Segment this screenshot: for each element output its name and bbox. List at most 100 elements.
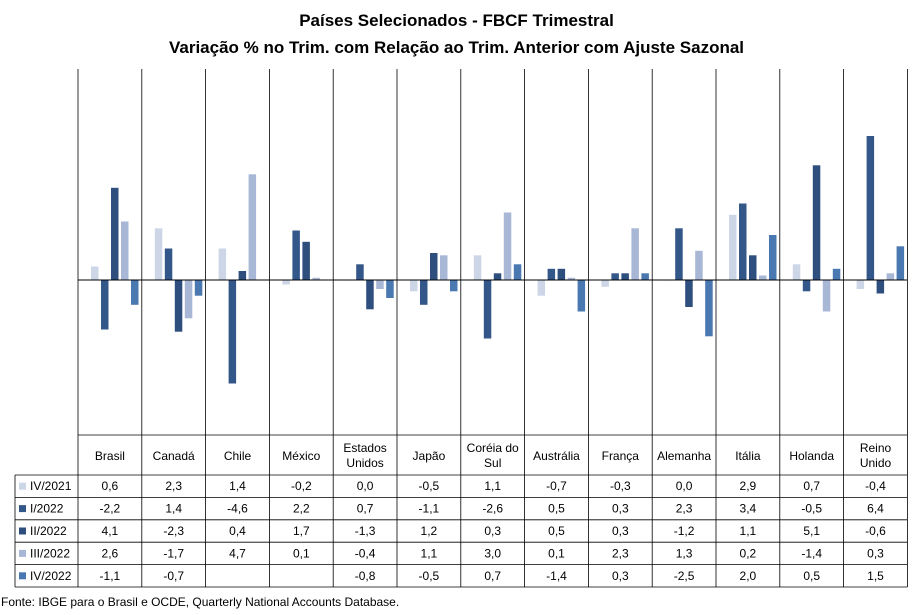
bar-japao-ii-2022 — [430, 253, 438, 280]
category-label-reino-unido: Unido — [860, 456, 892, 470]
data-label-holanda-iii-2022: -1,4 — [801, 546, 822, 560]
bar-canada-i-2022 — [164, 248, 173, 280]
bar-holanda-iii-2022 — [822, 280, 831, 312]
data-label-reino-unido-iv-2021: -0,4 — [865, 479, 886, 493]
category-label-alemanha: Alemanha — [657, 449, 711, 463]
bar-coreia-do-sul-iv-2021 — [473, 255, 482, 281]
data-label-reino-unido-i-2022: 6,4 — [867, 502, 884, 516]
category-label-australia: Austrália — [533, 449, 580, 463]
data-label-australia-iv-2021: -0,7 — [546, 479, 567, 493]
data-label-holanda-iv-2021: 0,7 — [803, 479, 820, 493]
bar-brasil-iv-2022 — [131, 280, 139, 305]
data-label-japao-iv-2022: -0,5 — [419, 569, 440, 583]
bar-estados-unidos-i-2022 — [356, 264, 364, 280]
category-label-franca: França — [602, 449, 640, 463]
category-label-estados-unidos: Unidos — [346, 456, 383, 470]
legend-key-ii-2022 — [19, 527, 26, 535]
data-label-franca-ii-2022: 0,3 — [612, 524, 629, 538]
bar-franca-iv-2021 — [601, 280, 609, 287]
data-label-alemanha-i-2022: 2,3 — [676, 502, 693, 516]
bar-alemanha-iv-2022 — [705, 280, 713, 337]
data-label-reino-unido-iii-2022: 0,3 — [867, 546, 884, 560]
data-label-franca-i-2022: 0,3 — [612, 502, 629, 516]
data-label-australia-i-2022: 0,5 — [548, 502, 565, 516]
data-label-coreia-do-sul-i-2022: -2,6 — [482, 502, 503, 516]
category-label-italia: Itália — [735, 449, 761, 463]
bar-canada-iv-2021 — [154, 228, 163, 280]
category-label-canada: Canadá — [153, 449, 195, 463]
category-label-coreia-do-sul: Coréia do — [467, 441, 519, 455]
bar-mexico-iv-2021 — [282, 280, 290, 285]
data-label-alemanha-iii-2022: 1,3 — [676, 546, 693, 560]
data-label-canada-iii-2022: -1,7 — [163, 546, 184, 560]
data-label-japao-i-2022: -1,1 — [419, 502, 440, 516]
data-label-chile-iii-2022: 4,7 — [229, 546, 246, 560]
bar-australia-i-2022 — [547, 268, 556, 281]
data-label-holanda-ii-2022: 5,1 — [803, 524, 820, 538]
bar-holanda-ii-2022 — [812, 165, 821, 280]
category-label-holanda: Holanda — [789, 449, 834, 463]
data-label-canada-ii-2022: -2,3 — [163, 524, 184, 538]
data-label-australia-ii-2022: 0,5 — [548, 524, 565, 538]
bar-australia-iv-2021 — [537, 280, 546, 296]
bars-layer — [91, 136, 905, 384]
bar-franca-i-2022 — [611, 273, 619, 281]
data-label-chile-i-2022: -4,6 — [227, 502, 248, 516]
data-label-alemanha-ii-2022: -1,2 — [674, 524, 695, 538]
bar-reino-unido-iv-2021 — [856, 280, 865, 289]
bar-mexico-ii-2022 — [302, 241, 310, 281]
bar-estados-unidos-ii-2022 — [366, 280, 374, 310]
bar-reino-unido-iv-2022 — [896, 246, 905, 281]
data-label-franca-iv-2022: 0,3 — [612, 569, 629, 583]
data-label-mexico-ii-2022: 1,7 — [293, 524, 310, 538]
data-label-estados-unidos-iii-2022: -0,4 — [355, 546, 376, 560]
chart-frame — [77, 69, 908, 587]
bar-brasil-iv-2021 — [91, 266, 99, 280]
bar-italia-iv-2021 — [729, 214, 737, 281]
bar-australia-ii-2022 — [557, 268, 566, 281]
legend-key-iv-2021 — [19, 482, 26, 490]
bar-reino-unido-iii-2022 — [886, 273, 895, 281]
bar-italia-iv-2022 — [769, 235, 777, 280]
bar-estados-unidos-iii-2022 — [376, 280, 384, 289]
category-label-japao: Japão — [413, 449, 446, 463]
data-label-brasil-ii-2022: 4,1 — [102, 524, 119, 538]
legend-key-iii-2022 — [19, 549, 26, 557]
data-label-australia-iv-2022: -1,4 — [546, 569, 567, 583]
chart-title: Países Selecionados - FBCF Trimestral — [299, 11, 614, 30]
data-label-japao-iv-2021: -0,5 — [419, 479, 440, 493]
data-label-reino-unido-iv-2022: 1,5 — [867, 569, 884, 583]
data-label-japao-ii-2022: 1,2 — [421, 524, 438, 538]
category-label-mexico: México — [282, 449, 320, 463]
bar-holanda-i-2022 — [802, 280, 811, 292]
legend-key-iv-2022 — [19, 572, 26, 580]
data-label-brasil-iv-2021: 0,6 — [102, 479, 119, 493]
legend-key-i-2022 — [19, 505, 26, 513]
legend-label-ii-2022: II/2022 — [30, 524, 67, 538]
bar-holanda-iv-2021 — [792, 264, 801, 280]
data-label-italia-iv-2021: 2,9 — [740, 479, 757, 493]
bar-alemanha-i-2022 — [675, 228, 683, 280]
data-label-estados-unidos-ii-2022: -1,3 — [355, 524, 376, 538]
data-label-italia-i-2022: 3,4 — [740, 502, 757, 516]
data-label-coreia-do-sul-iv-2021: 1,1 — [484, 479, 501, 493]
data-label-estados-unidos-iv-2022: -0,8 — [355, 569, 376, 583]
bar-japao-iii-2022 — [440, 255, 448, 281]
bar-brasil-iii-2022 — [121, 221, 129, 280]
bar-chile-iv-2021 — [218, 248, 227, 280]
bar-franca-iii-2022 — [631, 228, 639, 280]
bar-brasil-i-2022 — [101, 280, 109, 330]
bar-canada-iv-2022 — [194, 280, 203, 296]
chart-subtitle: Variação % no Trim. com Relação ao Trim.… — [168, 38, 745, 57]
data-label-canada-iv-2022: -0,7 — [163, 569, 184, 583]
data-label-mexico-iv-2021: -0,2 — [291, 479, 312, 493]
category-label-brasil: Brasil — [95, 449, 125, 463]
bar-brasil-ii-2022 — [111, 187, 119, 280]
bar-italia-iii-2022 — [759, 275, 767, 280]
bar-chile-iii-2022 — [248, 174, 257, 281]
data-label-italia-ii-2022: 1,1 — [740, 524, 757, 538]
bar-holanda-iv-2022 — [832, 268, 841, 281]
legend-label-iv-2022: IV/2022 — [30, 569, 72, 583]
data-label-franca-iv-2021: -0,3 — [610, 479, 631, 493]
bar-italia-i-2022 — [739, 203, 747, 280]
